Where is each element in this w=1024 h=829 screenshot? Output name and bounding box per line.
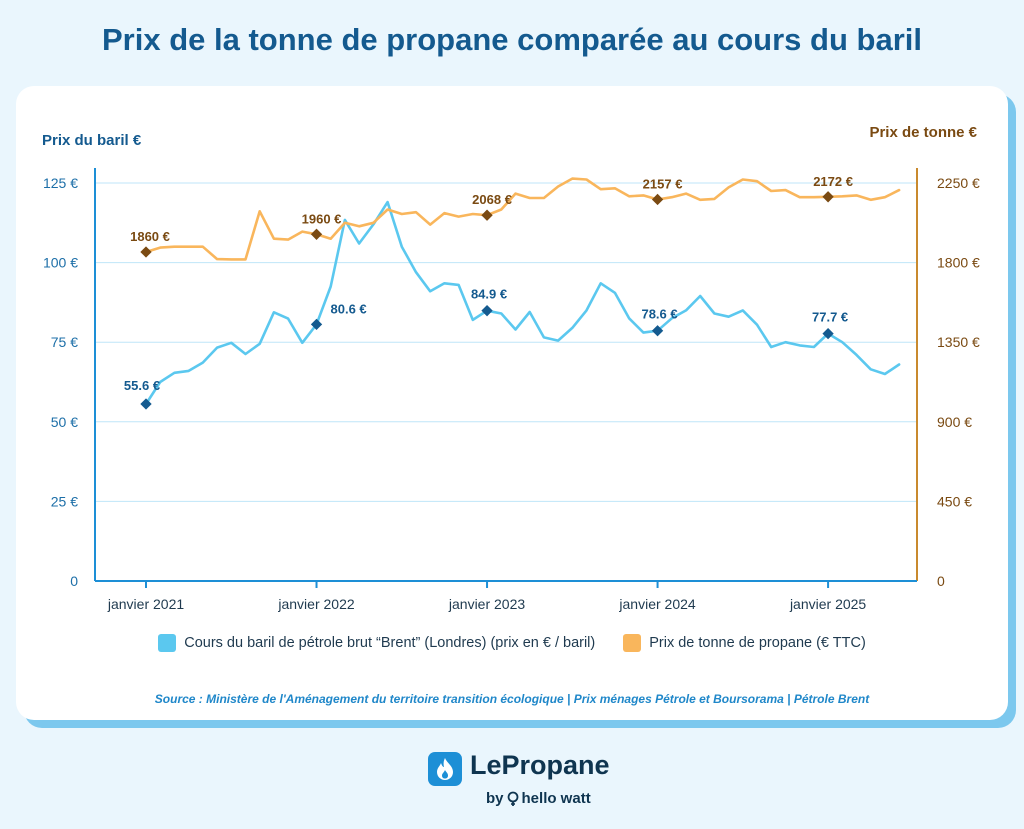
y-tick-label-left: 75 € bbox=[51, 334, 78, 350]
data-marker-brent bbox=[310, 318, 323, 331]
data-label-brent: 55.6 € bbox=[124, 378, 160, 393]
data-label-brent: 80.6 € bbox=[331, 301, 367, 316]
data-marker-propane bbox=[140, 246, 152, 258]
data-marker-propane bbox=[822, 191, 834, 203]
axis-labels: 0 25 € 50 € 75 € 100 € 125 € 0 450 € 900 € 1350 €… bbox=[42, 124, 980, 612]
y-tick-label-right: 1350 € bbox=[937, 334, 980, 350]
data-marker-propane bbox=[651, 193, 664, 206]
x-tick-label: janvier 2022 bbox=[277, 596, 354, 612]
x-tick-label: janvier 2025 bbox=[789, 596, 866, 612]
data-label-propane: 2172 € bbox=[813, 174, 853, 189]
brand-block: LePropane by hello watt bbox=[428, 750, 628, 822]
data-label-propane: 1960 € bbox=[302, 211, 342, 226]
data-marker-brent bbox=[481, 305, 493, 317]
y-tick-label-left: 50 € bbox=[51, 414, 78, 430]
legend-item-brent: Cours du baril de pétrole brut “Brent” (… bbox=[158, 634, 595, 652]
y-axis-title-left: Prix du baril € bbox=[42, 132, 142, 149]
data-marker-brent bbox=[651, 325, 664, 337]
series-line-propane bbox=[144, 177, 901, 261]
data-marker-propane bbox=[481, 209, 493, 221]
brand-partner: by hello watt bbox=[486, 790, 591, 807]
data-marker-propane bbox=[310, 228, 323, 240]
source-note: Source : Ministère de l'Aménagement du t… bbox=[154, 692, 870, 706]
x-tick-label: janvier 2024 bbox=[618, 596, 695, 612]
y-tick-label-left: 0 bbox=[70, 573, 78, 589]
x-tick-label: janvier 2023 bbox=[448, 596, 525, 612]
y-tick-label-left: 100 € bbox=[43, 255, 78, 271]
brand-by: by bbox=[486, 790, 504, 807]
data-label-brent: 77.7 € bbox=[812, 310, 848, 325]
legend-swatch-propane bbox=[623, 634, 642, 652]
y-tick-label-right: 0 bbox=[937, 573, 945, 589]
flame-icon bbox=[428, 752, 462, 786]
data-marker-brent bbox=[140, 398, 152, 410]
y-tick-label-left: 125 € bbox=[43, 175, 78, 191]
x-tick-label: janvier 2021 bbox=[107, 596, 184, 612]
lightbulb-icon bbox=[507, 791, 518, 806]
y-tick-label-right: 450 € bbox=[937, 493, 972, 509]
y-axis-title-right: Prix de tonne € bbox=[869, 124, 977, 141]
data-label-propane: 2068 € bbox=[472, 192, 512, 207]
y-tick-label-left: 25 € bbox=[51, 493, 78, 509]
data-marker-brent bbox=[822, 327, 834, 340]
y-tick-label-right: 1800 € bbox=[937, 255, 980, 271]
series-lines bbox=[140, 177, 901, 410]
data-label-propane: 2157 € bbox=[643, 176, 683, 191]
y-tick-label-right: 2250 € bbox=[937, 175, 980, 191]
axes bbox=[94, 168, 918, 588]
y-tick-label-right: 900 € bbox=[937, 414, 972, 430]
grid-lines bbox=[95, 182, 917, 502]
brand-partner-name: hello watt bbox=[521, 790, 591, 807]
legend-label-propane: Prix de tonne de propane (€ TTC) bbox=[649, 635, 866, 651]
data-label-brent: 84.9 € bbox=[471, 287, 507, 302]
page-title: Prix de la tonne de propane comparée au … bbox=[102, 22, 922, 57]
legend-item-propane: Prix de tonne de propane (€ TTC) bbox=[623, 634, 866, 652]
chart-card bbox=[16, 86, 1008, 720]
data-label-propane: 1860 € bbox=[130, 229, 170, 244]
legend-swatch-brent bbox=[158, 634, 177, 652]
brand-name: LePropane bbox=[470, 750, 610, 780]
data-label-brent: 78.6 € bbox=[641, 307, 677, 322]
legend: Cours du baril de pétrole brut “Brent” (… bbox=[0, 634, 1024, 652]
series-line-brent bbox=[144, 200, 901, 406]
legend-label-brent: Cours du baril de pétrole brut “Brent” (… bbox=[184, 635, 596, 651]
